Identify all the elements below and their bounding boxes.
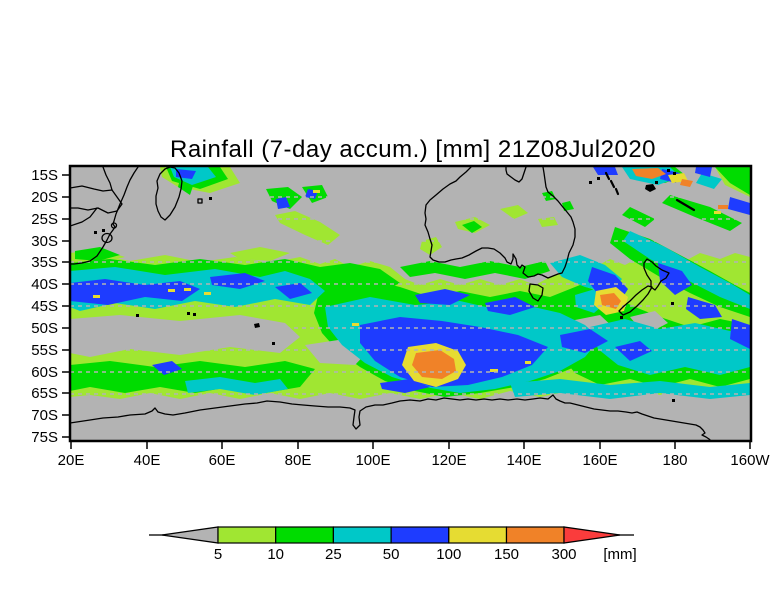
colorbar-level-label: 300 [551, 546, 576, 563]
colorbar-level-label: 150 [494, 546, 519, 563]
lon-axis: 20E 40E 60E 80E 100E 120E 140E 160E 180 … [58, 441, 770, 469]
lon-tick-label: 40E [134, 452, 161, 469]
lat-tick-label: 75S [31, 429, 58, 446]
lat-tick-label: 60S [31, 364, 58, 381]
lat-tick-label: 55S [31, 342, 58, 359]
lon-tick-label: 120E [431, 452, 466, 469]
lon-tick-label: 140E [506, 452, 541, 469]
colorbar-above-max-arrow [563, 526, 621, 544]
map-plot [70, 167, 751, 441]
lon-tick-label: 80E [285, 452, 312, 469]
lat-tick-label: 50S [31, 320, 58, 337]
lon-tick-label: 20E [58, 452, 85, 469]
lat-tick-label: 65S [31, 385, 58, 402]
colorbar-level-label: 100 [436, 546, 461, 563]
lat-tick-label: 45S [31, 298, 58, 315]
colorbar-level-label: 10 [267, 546, 284, 563]
lat-tick-label: 70S [31, 407, 58, 424]
lat-tick-label: 25S [31, 211, 58, 228]
rainfall-field [70, 167, 751, 441]
lon-tick-label: 160W [730, 452, 770, 469]
lat-gridlines [70, 196, 751, 416]
colorbar: 5 10 25 50 100 150 300 [mm] [149, 526, 637, 563]
colorbar-level-label: 50 [383, 546, 400, 563]
lon-tick-label: 160E [582, 452, 617, 469]
lat-tick-label: 35S [31, 254, 58, 271]
lat-tick-label: 30S [31, 233, 58, 250]
lat-tick-label: 20S [31, 189, 58, 206]
lon-tick-label: 100E [355, 452, 390, 469]
lon-tick-label: 60E [209, 452, 236, 469]
colorbar-level-label: 5 [214, 546, 222, 563]
colorbar-level-label: 25 [325, 546, 342, 563]
lon-tick-label: 180 [662, 452, 687, 469]
plot-border [68, 164, 753, 443]
lat-tick-label: 15S [31, 167, 58, 184]
colorbar-unit-label: [mm] [603, 546, 636, 563]
lat-tick-label: 40S [31, 276, 58, 293]
lat-axis: 15S 20S 25S 30S 35S 40S 45S 50S 55S 60S … [31, 167, 70, 446]
coastlines [70, 167, 712, 441]
plot-title: Rainfall (7-day accum.) [mm] 21Z08Jul202… [170, 136, 656, 163]
